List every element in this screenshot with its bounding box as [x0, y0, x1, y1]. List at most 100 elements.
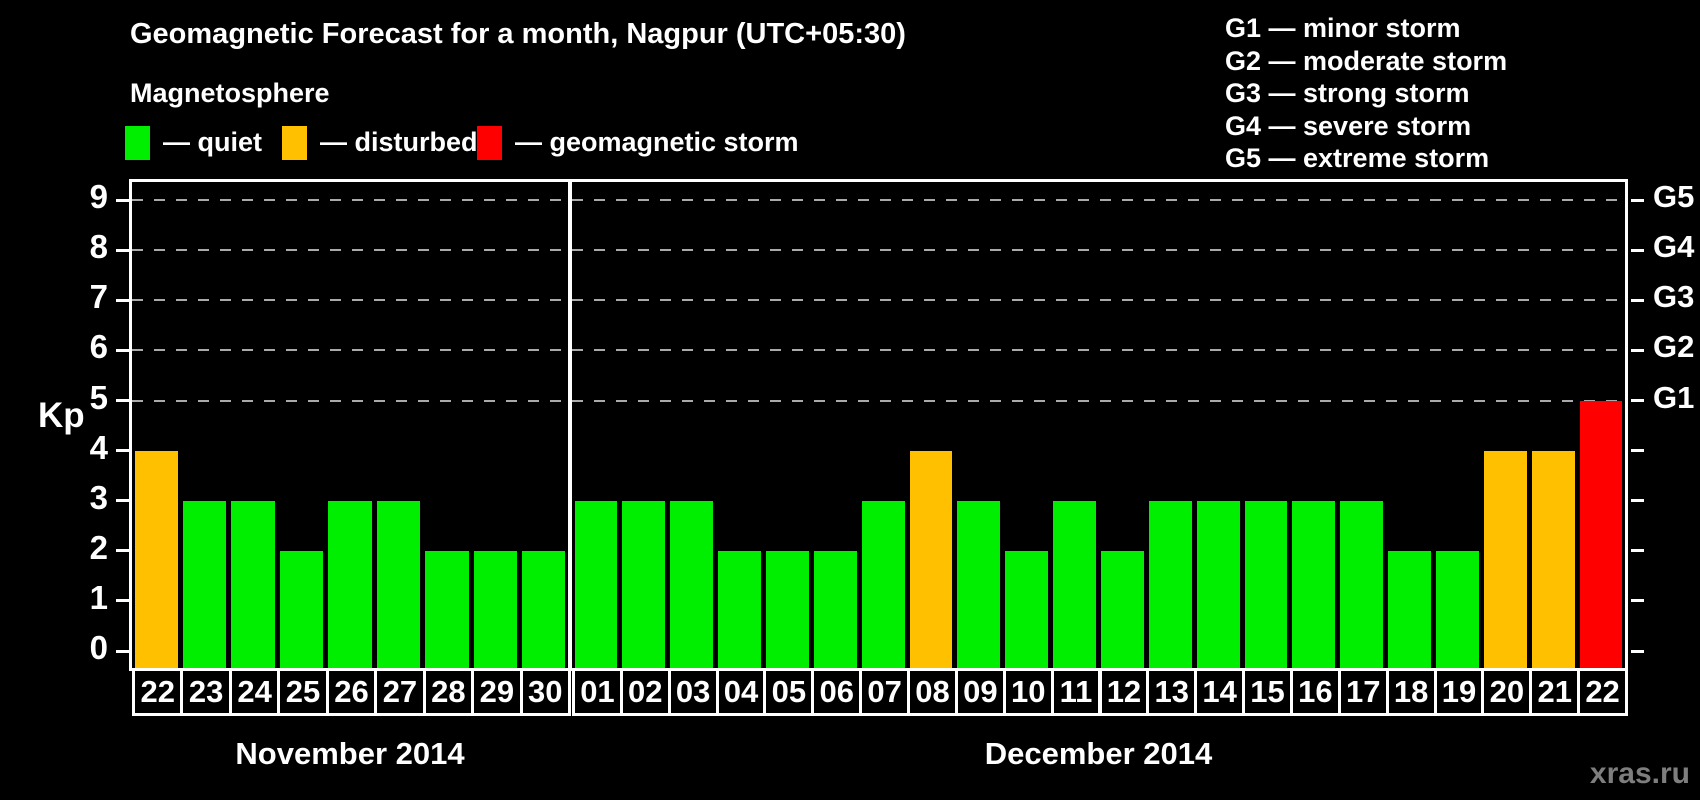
kp-bar [182, 500, 227, 668]
month-label: November 2014 [235, 736, 465, 771]
legend-item-quiet: — quiet [125, 124, 262, 161]
g-axis-label-g2: G2 [1653, 329, 1695, 365]
gridline-kp-9 [132, 199, 1625, 202]
day-label: 09 [954, 668, 1006, 716]
y-axis-tick [116, 599, 129, 603]
g-scale-legend: G1 — minor storm G2 — moderate storm G3 … [1225, 12, 1507, 175]
kp-bar [1436, 550, 1479, 668]
y-axis-tick [116, 248, 129, 252]
y-axis-tick-label: 7 [89, 278, 108, 316]
day-label: 07 [859, 668, 911, 716]
y-axis-tick [116, 348, 129, 352]
y-axis-tick [116, 198, 129, 202]
y-axis-tick-label: 4 [89, 428, 108, 466]
y-axis-tick [116, 449, 129, 453]
y-axis-tick-label: 3 [89, 478, 108, 516]
y-axis-tick-label: 2 [89, 528, 108, 566]
g-legend-line-g1: G1 — minor storm [1225, 13, 1461, 43]
right-axis-tick [1631, 499, 1644, 503]
y-axis-tick-label: 6 [89, 328, 108, 366]
day-label: 30 [519, 668, 571, 716]
day-label: 22 [132, 668, 184, 716]
month-label: December 2014 [984, 736, 1213, 771]
gridline-kp-7 [132, 299, 1625, 302]
y-axis-tick [116, 649, 129, 653]
right-axis-tick [1631, 599, 1644, 603]
day-label: 25 [277, 668, 329, 716]
day-label: 13 [1146, 668, 1198, 716]
kp-bar [1388, 550, 1432, 668]
kp-bar [909, 450, 953, 668]
kp-bar [1483, 450, 1527, 668]
g-legend-line-g4: G4 — severe storm [1225, 110, 1472, 141]
day-label: 26 [325, 668, 378, 716]
kp-bar [231, 500, 275, 668]
day-label: 05 [763, 668, 815, 716]
y-axis-tick-label: 0 [89, 629, 108, 666]
kp-bar [134, 450, 178, 668]
g-axis-label-g3: G3 [1653, 279, 1695, 315]
kp-bar [622, 500, 666, 668]
g-legend-line-g5: G5 — extreme storm [1225, 143, 1490, 173]
day-label: 29 [471, 668, 523, 716]
legend-item-disturbed: — disturbed [282, 124, 478, 161]
y-axis-tick [116, 549, 129, 553]
legend-label-storm: — geomagnetic storm [515, 127, 799, 157]
right-axis-tick [1631, 649, 1644, 653]
y-axis-tick [116, 499, 129, 503]
kp-bar [718, 550, 761, 668]
kp-bar [574, 500, 618, 668]
g-legend-line-g3: G3 — strong storm [1225, 78, 1470, 108]
day-label: 04 [715, 668, 767, 716]
kp-bar [1005, 550, 1049, 668]
day-label: 12 [1098, 668, 1150, 716]
right-axis-tick [1631, 198, 1644, 202]
day-label: 06 [811, 668, 863, 716]
kp-bar [670, 500, 714, 668]
y-axis-tick-label: 9 [89, 178, 108, 216]
y-axis-tick [116, 298, 129, 302]
disturbed-swatch-icon [282, 125, 307, 160]
g-axis-label-g1: G1 [1653, 379, 1695, 415]
right-axis-tick [1631, 248, 1644, 252]
g-axis-label-g5: G5 [1653, 179, 1695, 215]
page-title: Geomagnetic Forecast for a month, Nagpur… [130, 18, 906, 50]
right-axis-tick [1631, 298, 1644, 302]
day-label: 18 [1385, 668, 1437, 716]
quiet-swatch-icon [125, 125, 150, 160]
day-label: 23 [180, 668, 232, 716]
watermark: xras.ru [1589, 757, 1690, 790]
y-axis-tick-label: 5 [89, 378, 108, 416]
month-divider [568, 182, 572, 668]
kp-bar [1196, 500, 1240, 668]
day-label: 02 [619, 668, 671, 716]
legend-label-disturbed: — disturbed [320, 127, 478, 157]
kp-bar [328, 500, 372, 668]
right-axis-tick [1631, 348, 1644, 352]
gridline-kp-8 [132, 249, 1625, 252]
kp-bar [1148, 500, 1192, 668]
day-label: 15 [1242, 668, 1293, 716]
right-axis-tick [1631, 549, 1644, 553]
day-label: 22 [1577, 668, 1628, 716]
kp-bar [1531, 450, 1575, 668]
kp-bar [1292, 500, 1336, 668]
gridline-kp-6 [132, 349, 1625, 352]
kp-bar [1244, 500, 1288, 668]
kp-bar [861, 500, 905, 668]
g-axis-label-g4: G4 [1653, 229, 1695, 265]
right-axis-tick [1631, 399, 1644, 402]
day-label: 27 [374, 668, 426, 716]
kp-bar [765, 550, 809, 668]
day-label: 24 [228, 668, 281, 716]
kp-bar [279, 550, 324, 668]
legend-label-quiet: — quiet [163, 127, 262, 157]
kp-bar [957, 500, 1001, 668]
day-label: 16 [1289, 668, 1341, 716]
y-axis-tick [116, 399, 129, 402]
day-label: 20 [1481, 668, 1533, 716]
day-label: 03 [667, 668, 719, 716]
day-label: 17 [1337, 668, 1389, 716]
kp-bar [1101, 550, 1144, 668]
